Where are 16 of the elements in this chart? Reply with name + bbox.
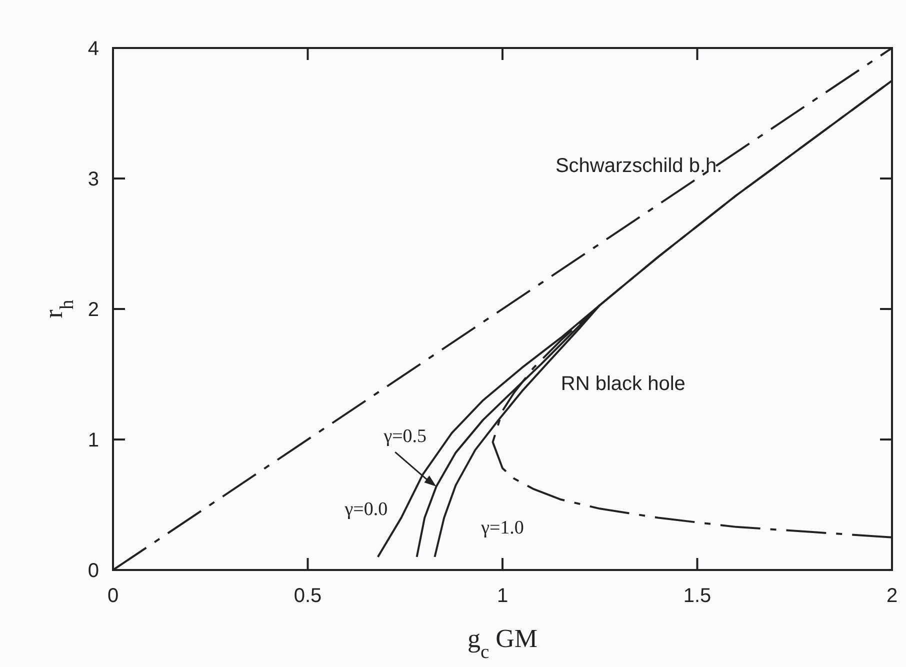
- x-axis-title: g$_{c}$GM: [467, 624, 538, 662]
- y-tick-label: 0: [88, 560, 99, 582]
- y-tick-label: 3: [88, 168, 99, 190]
- y-tick-label: 4: [88, 38, 99, 60]
- series-label: γ=0.5: [382, 426, 427, 448]
- annotation: RN black hole: [560, 372, 686, 395]
- series-label: γ=0.0: [344, 499, 388, 520]
- series-label: γ=1.0: [480, 517, 524, 538]
- series-label: Schwarzschild b.h.: [555, 154, 722, 177]
- x-tick-label: 0: [107, 585, 119, 607]
- y-tick-label: 2: [88, 299, 99, 321]
- x-tick-label: 2: [886, 585, 898, 607]
- x-tick-label: 0.5: [294, 585, 322, 607]
- x-tick-label: 1: [496, 585, 508, 607]
- x-tick-label: 1.5: [683, 585, 712, 607]
- y-tick-label: 1: [88, 430, 99, 452]
